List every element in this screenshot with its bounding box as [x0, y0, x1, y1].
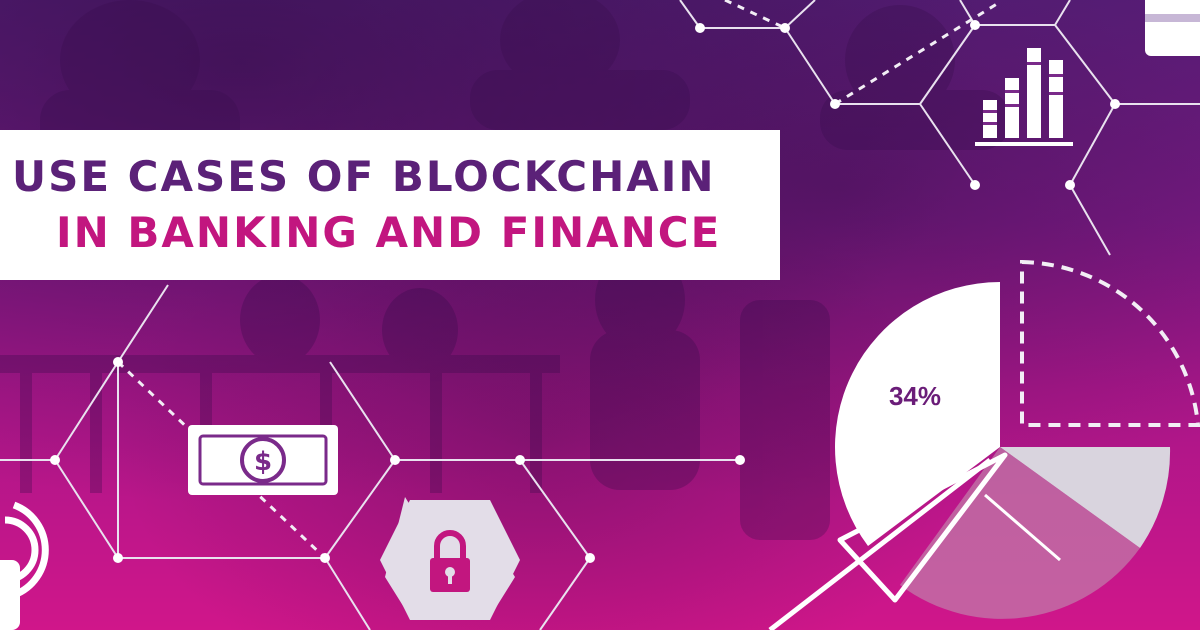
title-line-1: USE CASES OF BLOCKCHAIN [12, 152, 716, 201]
top-network-nodes [695, 20, 1120, 190]
lower-network-lines [0, 284, 740, 630]
top-network-lines [679, 0, 1200, 256]
dollar-bill-icon: $ [188, 425, 338, 495]
top-dashed-lines [724, 0, 1001, 106]
lower-network-nodes [50, 357, 745, 563]
pie-slice-gray [1000, 447, 1171, 548]
title-box: USE CASES OF BLOCKCHAIN IN BANKING AND F… [0, 130, 780, 280]
pie-slice-pink [900, 447, 1140, 619]
contactless-payment-icon [0, 501, 49, 630]
svg-text:$: $ [254, 447, 272, 477]
arrow-icon [768, 452, 1061, 630]
pie-slice-dashed-outline [1020, 259, 1200, 427]
padlock-icon [380, 497, 520, 620]
credit-card-icon [1145, 0, 1200, 56]
pie-percent-label: 34% [889, 381, 941, 411]
pie-slice-34 [834, 282, 1000, 546]
bar-chart-icon [975, 48, 1073, 146]
pie-chart: 34% [834, 259, 1200, 619]
title-line-2: IN BANKING AND FINANCE [56, 208, 722, 257]
